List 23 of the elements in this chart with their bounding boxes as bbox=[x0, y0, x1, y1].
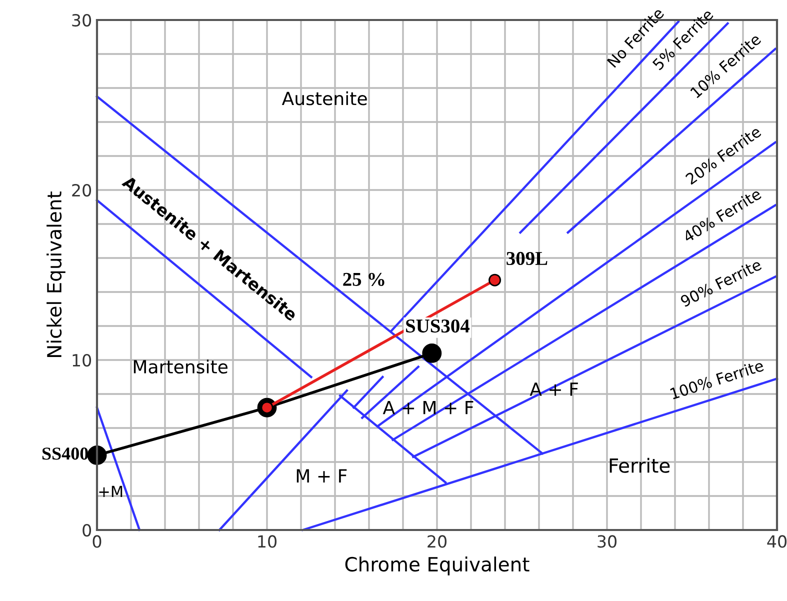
annotation: M + F bbox=[296, 469, 347, 482]
y-tick-label: 10 bbox=[72, 354, 92, 367]
y-tick-label: 30 bbox=[72, 14, 92, 27]
annotation: A + F bbox=[530, 382, 578, 396]
text: 100% Ferrite bbox=[670, 359, 764, 400]
annotation: +M bbox=[99, 486, 122, 497]
x-tick-label: 0 bbox=[92, 535, 102, 548]
x-tick-label: 30 bbox=[598, 535, 616, 548]
annotation: 25 % bbox=[343, 272, 384, 286]
y-axis-title: Nickel Equivalent bbox=[46, 192, 66, 358]
annotation: Martensite bbox=[134, 360, 228, 374]
x-tick-label: 40 bbox=[767, 535, 786, 548]
y-tick-label: 0 bbox=[82, 524, 92, 537]
annotation: Ferrite bbox=[610, 458, 670, 473]
x-axis-title: Chrome Equivalent bbox=[345, 556, 530, 576]
x-tick-label: 10 bbox=[258, 535, 276, 548]
y-tick-label: 20 bbox=[72, 184, 92, 197]
x-tick-label: 20 bbox=[428, 535, 446, 548]
annotation: A + M + F bbox=[382, 400, 474, 414]
annotation: SUS304 bbox=[406, 319, 470, 333]
annotation: SS400 bbox=[42, 448, 88, 460]
annotation: 309L bbox=[506, 252, 548, 266]
annotation: Austenite bbox=[282, 91, 367, 106]
